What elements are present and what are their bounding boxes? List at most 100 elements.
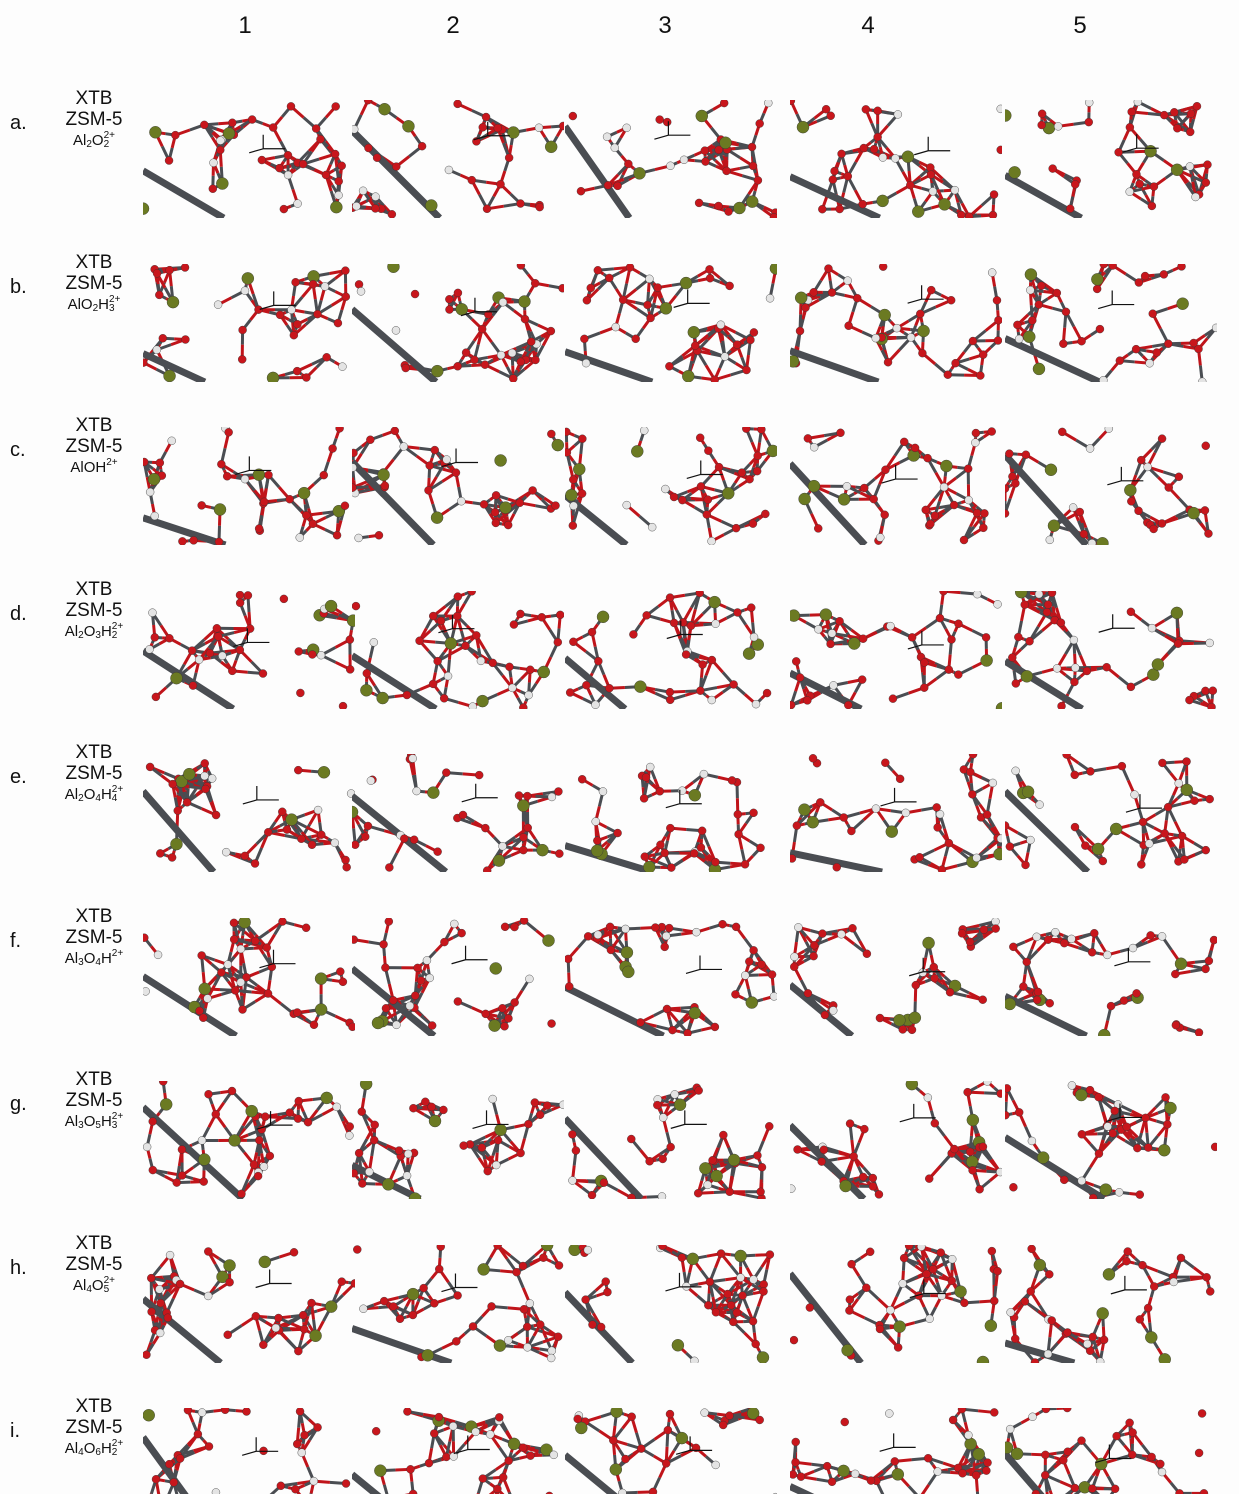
oxygen-atom (753, 467, 761, 475)
oxygen-atom (668, 1026, 676, 1034)
oxygen-atom (1057, 618, 1065, 626)
oxygen-atom (166, 266, 174, 274)
hydrogen-atom (406, 1001, 414, 1009)
hydrogen-atom (886, 622, 894, 630)
oxygen-atom (414, 963, 422, 971)
oxygen-atom (1206, 795, 1214, 803)
aluminium-atom (902, 151, 914, 163)
oxygen-atom (1037, 281, 1045, 289)
molecule-image (143, 100, 355, 218)
oxygen-atom (334, 319, 342, 327)
oxygen-atom (733, 340, 741, 348)
oxygen-atom (462, 348, 470, 356)
method: XTB (48, 579, 140, 600)
aluminium-atom (1110, 823, 1122, 835)
oxygen-atom (264, 828, 272, 836)
aluminium-atom (682, 370, 694, 382)
oxygen-atom (666, 688, 674, 696)
hydrogen-atom (1148, 624, 1156, 632)
oxygen-atom (264, 989, 272, 997)
row-letter: e. (10, 766, 27, 789)
oxygen-atom (761, 510, 769, 518)
oxygen-atom (388, 210, 396, 218)
hydrogen-atom (153, 345, 161, 353)
oxygen-atom (746, 475, 754, 483)
oxygen-atom (745, 957, 753, 965)
oxygen-atom (290, 331, 298, 339)
oxygen-atom (498, 1004, 506, 1012)
oxygen-atom (385, 918, 393, 925)
aluminium-atom (746, 996, 758, 1008)
oxygen-atom (341, 502, 349, 510)
oxygen-atom (938, 866, 946, 872)
oxygen-atom (933, 803, 941, 811)
formula-script: 2+4 (112, 786, 123, 804)
hydrogen-atom (814, 625, 822, 633)
axis-indicator (914, 137, 950, 155)
oxygen-atom (312, 125, 320, 133)
oxygen-atom (236, 598, 244, 606)
hydrogen-atom (210, 159, 218, 167)
oxygen-atom (278, 808, 286, 816)
molecule-image (1005, 264, 1217, 382)
formula-text: H (98, 296, 109, 313)
molecule-image (143, 918, 355, 1036)
aluminium-atom (909, 1011, 921, 1023)
oxygen-atom (626, 264, 634, 271)
oxygen-atom (822, 105, 830, 113)
column-header: 4 (848, 12, 888, 40)
hydrogen-atom (222, 848, 230, 856)
oxygen-atom (320, 471, 328, 479)
aluminium-atom (164, 369, 176, 381)
oxygen-atom (931, 974, 939, 982)
oxygen-atom (1209, 686, 1217, 694)
oxygen-atom (945, 665, 953, 673)
oxygen-atom (1173, 124, 1181, 132)
row-letter: f. (10, 930, 21, 953)
oxygen-atom (810, 288, 818, 296)
hydrogen-atom (594, 930, 602, 938)
formula-script: 2+ (106, 459, 117, 477)
oxygen-atom (1006, 843, 1014, 851)
oxygen-atom (181, 264, 189, 272)
superscript: 2+ (112, 950, 123, 959)
oxygen-atom (260, 498, 268, 506)
oxygen-atom (881, 511, 889, 519)
method: XTB (48, 742, 140, 763)
oxygen-atom (836, 429, 844, 437)
hydrogen-atom (612, 323, 620, 331)
axis-indicator (243, 786, 279, 804)
oxygen-atom (695, 199, 703, 207)
oxygen-atom (1062, 307, 1070, 315)
formula-script: 2+2 (104, 132, 115, 150)
oxygen-atom (389, 996, 397, 1004)
oxygen-atom (849, 924, 857, 932)
oxygen-atom (687, 621, 695, 629)
hydrogen-atom (224, 960, 232, 968)
oxygen-atom (711, 1022, 719, 1030)
molecule-image (1005, 427, 1217, 545)
oxygen-atom (1096, 325, 1104, 333)
oxygen-atom (548, 1019, 556, 1027)
formula-text: AlO (68, 296, 93, 313)
oxygen-atom (725, 208, 733, 216)
oxygen-atom (810, 941, 818, 949)
aluminium-atom (1177, 297, 1189, 309)
row-letter: b. (10, 276, 27, 299)
oxygen-atom (594, 266, 602, 274)
oxygen-atom (704, 447, 712, 455)
oxygen-atom (521, 315, 529, 323)
aluminium-atom (743, 647, 755, 659)
hydrogen-atom (357, 287, 365, 295)
oxygen-atom (333, 531, 341, 539)
aluminium-atom (477, 695, 489, 707)
oxygen-atom (1204, 530, 1212, 538)
aluminium-atom (939, 198, 951, 210)
oxygen-atom (582, 681, 590, 689)
oxygen-atom (155, 290, 163, 298)
molecule-image (352, 264, 564, 382)
oxygen-atom (201, 759, 209, 767)
oxygen-atom (790, 854, 796, 862)
hydrogen-atom (770, 992, 777, 1000)
oxygen-atom (863, 949, 871, 957)
